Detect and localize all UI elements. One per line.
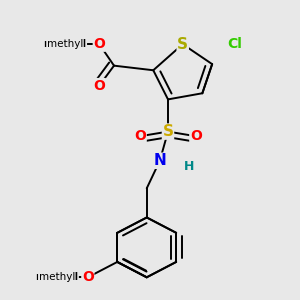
- Text: methyl: methyl: [47, 39, 83, 49]
- Text: O: O: [190, 129, 202, 143]
- Text: S: S: [163, 124, 173, 139]
- Text: Cl: Cl: [228, 37, 242, 51]
- Text: O: O: [93, 79, 105, 93]
- Text: O: O: [134, 129, 146, 143]
- Text: O: O: [82, 270, 94, 284]
- Text: methyl: methyl: [39, 272, 75, 282]
- Text: O: O: [93, 37, 105, 51]
- Text: H: H: [184, 160, 194, 173]
- Text: N: N: [153, 153, 166, 168]
- Text: methyl: methyl: [35, 272, 78, 282]
- Text: S: S: [177, 37, 188, 52]
- Text: methyl: methyl: [44, 39, 86, 49]
